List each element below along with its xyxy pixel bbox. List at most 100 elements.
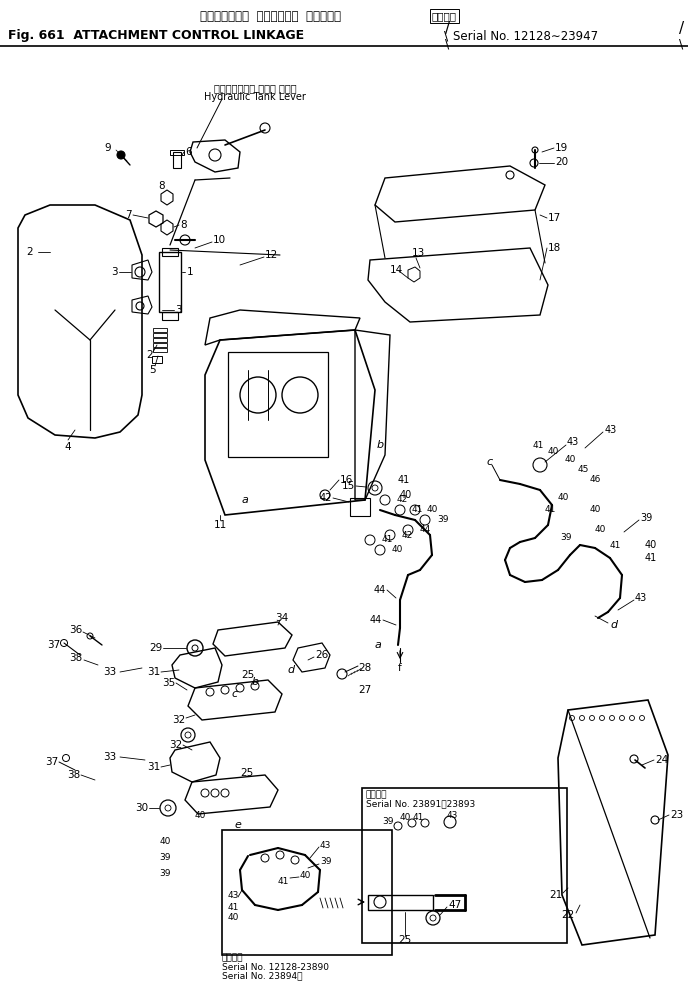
Text: 40: 40 — [548, 448, 559, 457]
Bar — [153, 338, 167, 342]
Text: 21: 21 — [549, 890, 562, 900]
Text: 適用号機: 適用号機 — [222, 953, 244, 962]
Text: 適用号機: 適用号機 — [432, 11, 457, 21]
Text: 42: 42 — [397, 496, 408, 505]
Text: 39: 39 — [320, 858, 332, 867]
Text: e: e — [235, 820, 241, 830]
Text: 29: 29 — [149, 643, 162, 653]
Text: 34: 34 — [275, 613, 289, 623]
Circle shape — [117, 151, 125, 159]
Text: 22: 22 — [561, 910, 575, 920]
Text: \: \ — [445, 37, 449, 50]
Text: 43: 43 — [605, 425, 617, 435]
Text: 24: 24 — [655, 755, 668, 765]
Text: 17: 17 — [548, 213, 561, 223]
Text: Serial No. 12128-23890: Serial No. 12128-23890 — [222, 962, 329, 971]
Text: Hydraulic Tank Lever: Hydraulic Tank Lever — [204, 92, 306, 102]
Text: /: / — [445, 21, 450, 35]
Text: 41: 41 — [228, 902, 239, 911]
Text: 32: 32 — [169, 740, 182, 750]
Text: /: / — [679, 21, 684, 35]
Text: c: c — [232, 689, 238, 699]
Text: 39: 39 — [383, 817, 394, 826]
Text: 41: 41 — [533, 441, 544, 450]
Text: 41: 41 — [398, 475, 410, 485]
Text: 6: 6 — [185, 147, 192, 157]
Bar — [173, 152, 181, 168]
Text: a: a — [374, 640, 381, 650]
Text: 45: 45 — [578, 465, 590, 474]
Text: 40: 40 — [427, 506, 438, 515]
Text: 40: 40 — [590, 506, 601, 515]
Text: b: b — [376, 440, 384, 450]
Text: 12: 12 — [265, 250, 278, 260]
Text: Serial No. 12128∼23947: Serial No. 12128∼23947 — [453, 30, 598, 42]
Text: 39: 39 — [159, 869, 171, 878]
Text: 14: 14 — [390, 265, 403, 275]
Bar — [228, 352, 328, 457]
Text: a: a — [241, 495, 248, 505]
Text: 19: 19 — [555, 143, 568, 153]
Text: 4: 4 — [65, 442, 72, 452]
Bar — [153, 328, 167, 332]
Text: 39: 39 — [640, 513, 652, 523]
Text: 39: 39 — [437, 516, 449, 525]
Text: 28: 28 — [358, 663, 372, 673]
Text: 40: 40 — [558, 494, 570, 503]
Text: d: d — [288, 665, 294, 675]
Text: 適用号機: 適用号機 — [366, 791, 387, 800]
Text: アタッチメント  コントロール  リンケージ: アタッチメント コントロール リンケージ — [200, 10, 341, 23]
Text: 2: 2 — [147, 350, 153, 360]
Text: 40: 40 — [400, 490, 412, 500]
Text: 44: 44 — [420, 526, 431, 534]
Text: 39: 39 — [560, 533, 572, 542]
Bar — [153, 343, 167, 347]
Text: 41: 41 — [382, 535, 394, 544]
Text: 7: 7 — [125, 210, 132, 220]
Text: 35: 35 — [162, 678, 175, 688]
Text: 40: 40 — [645, 540, 657, 550]
Bar — [368, 895, 433, 910]
Text: 46: 46 — [590, 475, 601, 484]
Text: 36: 36 — [69, 625, 82, 635]
Bar — [153, 348, 167, 352]
Text: 44: 44 — [374, 585, 386, 595]
Text: 37: 37 — [45, 757, 58, 767]
Text: Serial No. 23891～23893: Serial No. 23891～23893 — [366, 800, 475, 809]
Text: 41: 41 — [412, 813, 424, 822]
Text: 2: 2 — [27, 247, 33, 257]
Bar — [170, 150, 184, 155]
Text: 40: 40 — [392, 545, 403, 554]
Text: 42: 42 — [320, 493, 332, 503]
Text: 25: 25 — [240, 768, 254, 778]
Text: 43: 43 — [228, 890, 239, 899]
Text: Serial No. 23894～: Serial No. 23894～ — [222, 971, 303, 980]
Text: 43: 43 — [567, 437, 579, 447]
Text: d: d — [610, 620, 617, 630]
Text: f: f — [398, 663, 402, 673]
Text: ハイドロリック タンク レバー: ハイドロリック タンク レバー — [214, 83, 297, 93]
Text: 33: 33 — [103, 752, 117, 762]
Text: 41: 41 — [412, 506, 423, 515]
Text: 47: 47 — [448, 900, 461, 910]
Text: 33: 33 — [103, 667, 117, 677]
Text: 42: 42 — [402, 530, 413, 539]
Bar — [153, 333, 167, 337]
Text: 40: 40 — [300, 871, 312, 880]
Bar — [159, 252, 181, 312]
Text: 15: 15 — [342, 481, 355, 491]
Text: 8: 8 — [159, 181, 165, 191]
Text: 11: 11 — [213, 520, 226, 530]
Text: 1: 1 — [187, 267, 193, 277]
Text: 25: 25 — [241, 670, 255, 680]
Text: 32: 32 — [172, 715, 185, 725]
Text: 5: 5 — [149, 365, 155, 375]
Text: 31: 31 — [147, 667, 160, 677]
Text: 41: 41 — [610, 540, 621, 549]
Bar — [350, 498, 370, 516]
Bar — [222, 830, 392, 955]
Text: \: \ — [444, 30, 460, 42]
Text: 38: 38 — [69, 653, 82, 663]
Text: b: b — [251, 677, 259, 687]
Text: 40: 40 — [595, 526, 606, 534]
